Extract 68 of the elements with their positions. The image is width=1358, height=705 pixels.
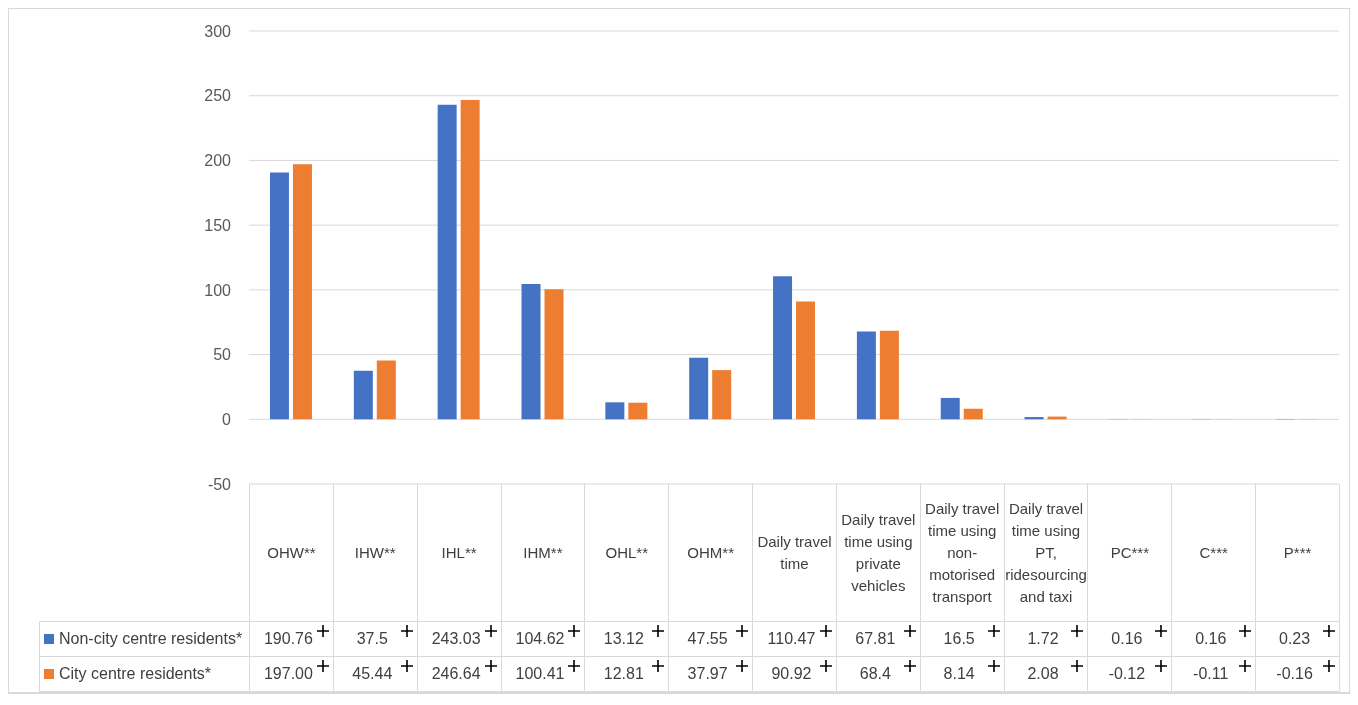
data-label: 110.47 bbox=[767, 630, 817, 648]
data-label: 67.81 bbox=[855, 630, 897, 648]
data-label: 37.97 bbox=[687, 665, 729, 683]
x-tick-label: OHL** bbox=[584, 484, 669, 621]
data-label: 16.5 bbox=[943, 630, 976, 648]
bar bbox=[292, 164, 312, 420]
bar bbox=[689, 357, 709, 420]
data-label: 13.12 bbox=[603, 630, 645, 648]
y-tick-label: 0 bbox=[222, 410, 232, 428]
x-tick-label: IHW** bbox=[332, 484, 417, 621]
x-tick-label: OHM** bbox=[668, 484, 753, 621]
y-tick-label: -50 bbox=[207, 475, 232, 493]
y-tick-label: 100 bbox=[204, 281, 232, 299]
data-label: 104.62 bbox=[515, 630, 566, 648]
x-tick-label: PC*** bbox=[1087, 484, 1172, 621]
legend-label: Non-city centre residents* bbox=[59, 630, 243, 648]
data-label: 197.00 bbox=[263, 665, 314, 683]
bar bbox=[544, 289, 564, 420]
y-tick-label: 200 bbox=[204, 152, 232, 170]
legend-label: City centre residents* bbox=[59, 665, 212, 683]
data-label: 12.81 bbox=[603, 665, 645, 683]
data-label: 90.92 bbox=[771, 665, 813, 683]
data-label: 190.76 bbox=[263, 630, 314, 648]
x-tick-label: Daily travel time bbox=[752, 484, 836, 621]
data-label: 37.5 bbox=[356, 630, 389, 648]
x-tick-label: Daily travel time using non-motorised transport bbox=[919, 484, 1004, 621]
bar bbox=[796, 301, 816, 420]
y-tick-label: 150 bbox=[204, 216, 232, 234]
data-label: 1.72 bbox=[1027, 630, 1060, 648]
x-tick-label: Daily travel time using private vehicles bbox=[835, 484, 920, 621]
bar bbox=[605, 402, 625, 420]
x-tick-label: IHL** bbox=[416, 484, 501, 621]
bar bbox=[940, 397, 960, 420]
bar bbox=[437, 104, 457, 420]
x-tick-label: P*** bbox=[1255, 484, 1339, 621]
bar bbox=[376, 360, 396, 420]
y-tick-label: 300 bbox=[204, 22, 232, 40]
data-label: 45.44 bbox=[352, 665, 394, 683]
data-label: 0.16 bbox=[1111, 630, 1144, 648]
bar bbox=[712, 370, 732, 420]
bar bbox=[521, 283, 541, 420]
bar bbox=[460, 100, 480, 420]
data-label: 47.55 bbox=[687, 630, 729, 648]
x-tick-label: C*** bbox=[1171, 484, 1256, 621]
bar bbox=[269, 172, 289, 420]
bar bbox=[879, 330, 899, 420]
bar bbox=[353, 370, 373, 420]
data-label: 246.64 bbox=[431, 665, 482, 683]
bar bbox=[628, 402, 648, 420]
y-tick-label: 50 bbox=[213, 346, 232, 364]
data-label: -0.12 bbox=[1108, 665, 1147, 683]
data-label: -0.11 bbox=[1193, 665, 1230, 683]
data-label: 2.08 bbox=[1027, 665, 1060, 683]
x-tick-label: IHM** bbox=[500, 484, 585, 621]
data-label: -0.16 bbox=[1276, 665, 1314, 683]
y-tick-label: 250 bbox=[204, 87, 232, 105]
bar bbox=[856, 331, 876, 420]
data-label: 100.41 bbox=[515, 665, 566, 683]
data-label: 0.16 bbox=[1195, 630, 1228, 648]
data-label: 0.23 bbox=[1278, 630, 1312, 648]
x-tick-label: OHW** bbox=[249, 484, 333, 621]
data-label: 243.03 bbox=[431, 630, 482, 648]
bar bbox=[963, 408, 983, 420]
data-label: 8.14 bbox=[943, 665, 976, 683]
data-label: 68.4 bbox=[859, 665, 892, 683]
bar bbox=[773, 276, 793, 420]
x-tick-label: Daily travel time using PT, ridesourcing and taxi bbox=[1003, 484, 1088, 621]
bar bbox=[1024, 417, 1044, 420]
